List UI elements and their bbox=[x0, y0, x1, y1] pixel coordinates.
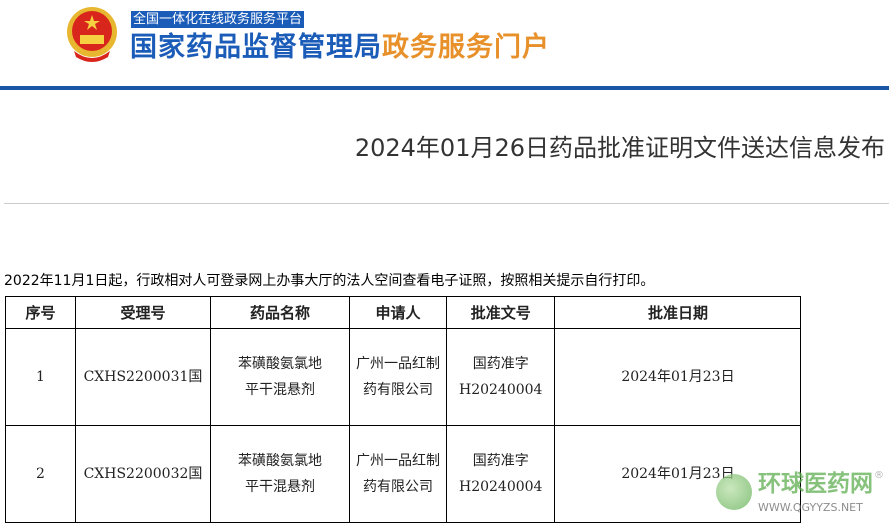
col-header: 药品名称 bbox=[210, 296, 350, 329]
table-row: 2 CXHS2200032国 苯磺酸氨氯地平干混悬剂 广州一品红制药有限公司 国… bbox=[5, 425, 802, 523]
col-header: 批准日期 bbox=[554, 296, 802, 329]
cell-drug-name: 苯磺酸氨氯地平干混悬剂 bbox=[210, 425, 350, 523]
col-header: 批准文号 bbox=[445, 296, 556, 329]
cell-drug-name: 苯磺酸氨氯地平干混悬剂 bbox=[210, 328, 350, 426]
registered-mark: ® bbox=[874, 470, 884, 481]
approval-table: 序号 受理号 药品名称 申请人 批准文号 批准日期 1 CXHS2200031国… bbox=[5, 296, 802, 523]
watermark-logo: 环球医药网 ® WWW.QGYYZS.NET bbox=[716, 470, 889, 520]
cell-index: 1 bbox=[5, 328, 76, 426]
page-title: 2024年01月26日药品批准证明文件送达信息发布 bbox=[354, 134, 885, 162]
national-emblem-icon bbox=[67, 7, 117, 62]
watermark-cn-row: 环球医药网 ® bbox=[758, 470, 884, 498]
site-name[interactable]: 国家药品监督管理局政务服务门户 bbox=[130, 30, 550, 66]
site-header: 全国一体化在线政务服务平台 国家药品监督管理局政务服务门户 bbox=[0, 0, 889, 88]
cell-applicant: 广州一品红制药有限公司 bbox=[349, 425, 447, 523]
cell-applicant: 广州一品红制药有限公司 bbox=[349, 328, 447, 426]
table-header-row: 序号 受理号 药品名称 申请人 批准文号 批准日期 bbox=[5, 296, 802, 329]
header-divider bbox=[0, 86, 889, 90]
platform-label[interactable]: 全国一体化在线政务服务平台 bbox=[131, 11, 305, 28]
site-name-orange: 政务服务门户 bbox=[382, 32, 550, 63]
cell-approval-date: 2024年01月23日 bbox=[554, 425, 802, 523]
cell-approval-date: 2024年01月23日 bbox=[554, 328, 802, 426]
cell-approval-no: 国药准字H20240004 bbox=[445, 328, 556, 426]
cell-approval-no: 国药准字H20240004 bbox=[445, 425, 556, 523]
col-header: 序号 bbox=[5, 296, 76, 329]
watermark-en: WWW.QGYYZS.NET bbox=[758, 501, 863, 514]
site-name-blue: 国家药品监督管理局 bbox=[130, 32, 382, 63]
title-divider bbox=[4, 203, 889, 204]
cell-acceptance-no: CXHS2200031国 bbox=[75, 328, 211, 426]
watermark-cn: 环球医药网 bbox=[758, 471, 873, 497]
cell-acceptance-no: CXHS2200032国 bbox=[75, 425, 211, 523]
globe-icon bbox=[716, 474, 752, 510]
cell-index: 2 bbox=[5, 425, 76, 523]
intro-text: 2022年11月1日起，行政相对人可登录网上办事大厅的法人空间查看电子证照，按照… bbox=[4, 273, 655, 289]
table-row: 1 CXHS2200031国 苯磺酸氨氯地平干混悬剂 广州一品红制药有限公司 国… bbox=[5, 328, 802, 426]
col-header: 受理号 bbox=[75, 296, 211, 329]
col-header: 申请人 bbox=[349, 296, 447, 329]
